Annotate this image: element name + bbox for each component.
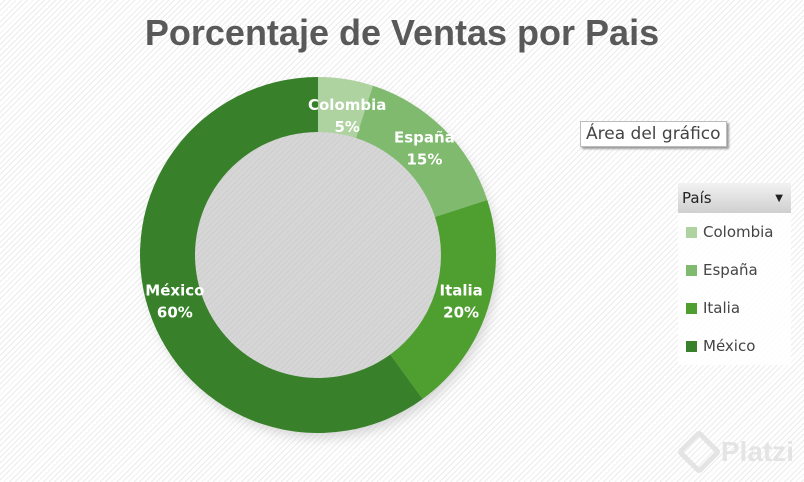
legend-filter-dropdown[interactable]: País ▼ [678,183,791,213]
slice-españa[interactable] [356,85,488,217]
data-label-category: Italia [439,282,482,300]
chart-area-tooltip: Área del gráfico [580,121,727,147]
data-label-value: 60% [157,304,193,322]
legend-swatch [686,226,697,238]
legend-title: País [682,189,712,207]
platzi-watermark: Platzi [676,429,794,475]
legend-label: Italia [703,299,741,317]
data-label-category: Colombia [308,96,386,114]
legend-item[interactable]: España [678,251,791,289]
legend-item[interactable]: México [678,327,791,365]
slice-méxico[interactable] [139,77,423,434]
data-label-category: México [145,282,204,300]
legend-item[interactable]: Colombia [678,213,791,251]
legend-swatch [686,302,697,314]
dropdown-arrow-icon: ▼ [775,192,783,204]
data-label-value: 20% [443,304,479,322]
legend-label: España [703,261,758,279]
legend-item[interactable]: Italia [678,289,791,327]
legend: País ▼ Colombia España Italia México [678,183,791,365]
platzi-logo-icon [676,429,722,475]
watermark-text: Platzi [720,436,794,467]
data-label-category: España [394,129,455,147]
chart-title: Porcentaje de Ventas por Pais [144,12,660,53]
legend-label: México [703,337,756,355]
data-label-value: 15% [406,151,442,169]
legend-label: Colombia [703,223,774,241]
slice-italia[interactable] [390,199,496,400]
legend-swatch [686,340,697,352]
slice-colombia[interactable] [318,77,374,139]
data-label-value: 5% [334,118,359,136]
legend-swatch [686,264,697,276]
